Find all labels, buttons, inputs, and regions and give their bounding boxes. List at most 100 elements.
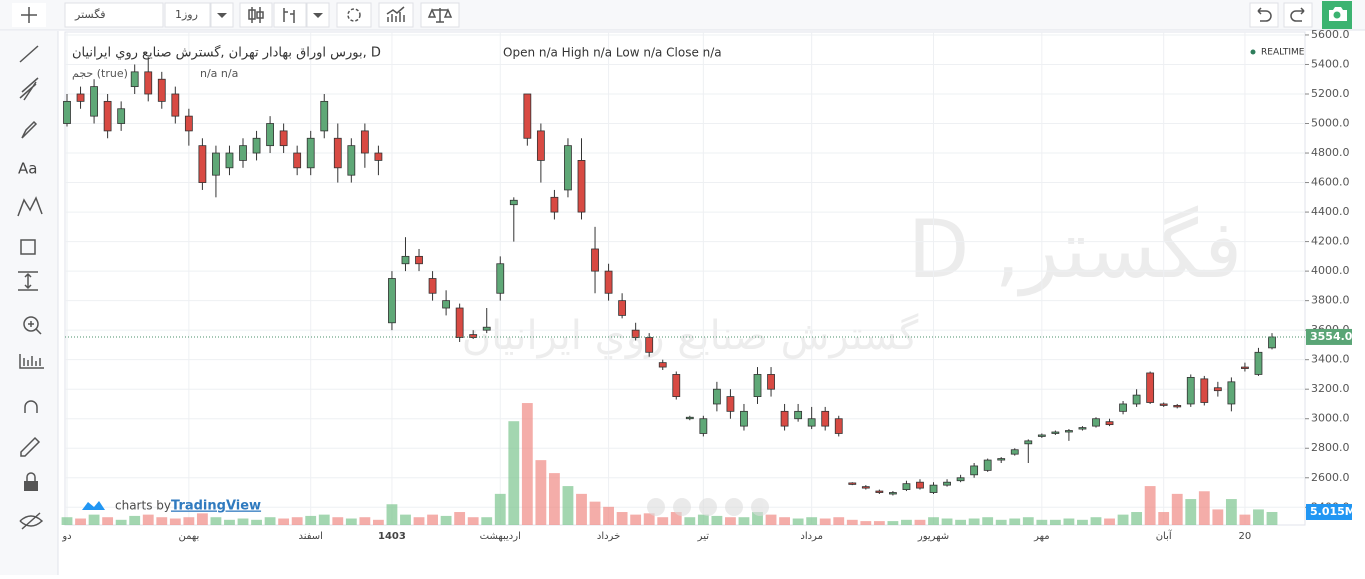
candle-body — [848, 482, 857, 485]
volume-bar — [440, 515, 452, 525]
zoom-in-button[interactable] — [725, 498, 743, 516]
candles-icon — [248, 7, 264, 23]
lock-shackle — [26, 472, 36, 481]
watermark: فگستر, D — [908, 203, 1243, 297]
redo-button[interactable] — [1283, 2, 1313, 28]
candle-body — [455, 307, 464, 338]
ruler-tool[interactable] — [19, 354, 44, 369]
candle-body — [821, 410, 830, 427]
chart-title: بورس اوراق بهادار تهران ,گسترش صنايع روي… — [72, 45, 381, 61]
volume-bar — [1144, 486, 1156, 525]
volume-bar — [494, 493, 506, 525]
zoom-out-button[interactable] — [751, 498, 769, 516]
volume-bar — [1009, 518, 1021, 525]
volume-bar — [630, 514, 642, 525]
text-tool[interactable]: Aa — [18, 160, 37, 178]
candle-body — [469, 334, 478, 338]
x-tick-label: شهریور — [917, 531, 949, 542]
candle-body — [1024, 440, 1033, 445]
volume-bar — [941, 518, 953, 525]
candle-body — [970, 465, 979, 476]
left-toolbar — [0, 31, 58, 575]
brush-tool[interactable] — [21, 120, 38, 139]
volume-bar — [1117, 514, 1129, 525]
drawing-tools: Aa — [17, 45, 44, 530]
compare-button[interactable] — [273, 2, 307, 28]
volume-bar — [102, 517, 114, 525]
candle-body — [388, 278, 396, 324]
volume-bar — [359, 517, 371, 525]
x-tick-label: بهمن — [178, 531, 199, 542]
candle-body — [550, 196, 559, 213]
candle-body — [712, 388, 721, 405]
bars-icon — [283, 8, 295, 23]
volume-bar — [806, 517, 818, 525]
settings-button[interactable] — [336, 2, 372, 28]
y-tick-label: 3000.0 — [1311, 412, 1350, 425]
volume-bar — [332, 517, 344, 525]
candle-body — [1200, 378, 1209, 403]
candle-body — [198, 145, 207, 183]
candle-body — [631, 329, 640, 338]
volume-bar — [75, 518, 86, 525]
shape-tool[interactable] — [20, 239, 36, 255]
reset-button[interactable] — [699, 498, 717, 516]
volume-bar — [995, 519, 1007, 525]
zoom-tool[interactable] — [23, 316, 39, 332]
interval-button[interactable] — [164, 2, 211, 28]
candle-body — [875, 490, 884, 493]
crosshair-icon — [21, 7, 37, 23]
x-tick-label: 1403 — [378, 531, 406, 542]
scale-icon — [427, 8, 453, 23]
gear-icon — [347, 8, 361, 22]
chart-style-button[interactable] — [239, 2, 273, 28]
fib-tool[interactable] — [19, 77, 39, 101]
symbol-input[interactable] — [64, 2, 164, 28]
volume-bar — [210, 517, 222, 525]
candle-body — [929, 484, 938, 493]
undo-button[interactable] — [1249, 2, 1279, 28]
y-tick-label: 4000.0 — [1311, 264, 1350, 277]
watermark-subtitle: گسترش صنايع روي ايرانيان — [462, 313, 920, 359]
candle-body — [1146, 372, 1155, 403]
volume-bar — [1212, 509, 1224, 525]
volume-bar — [1198, 491, 1210, 525]
grid — [65, 32, 1305, 525]
candle-body — [1037, 434, 1046, 437]
scroll-right-button[interactable] — [673, 498, 691, 516]
volume-bar — [318, 514, 330, 525]
stay-drawing-tool[interactable] — [20, 436, 41, 457]
x-tick-label: تیر — [697, 531, 710, 542]
symbol-text: فگستر — [74, 8, 106, 21]
volume-bar — [738, 517, 750, 525]
volume-bar — [454, 512, 466, 525]
volume-bar — [196, 513, 208, 525]
candle-body — [523, 93, 532, 139]
volume-bar — [846, 519, 858, 525]
volume-bar — [1049, 519, 1061, 525]
pattern-tool[interactable] — [17, 196, 43, 217]
volume-bar — [508, 421, 520, 525]
candle-body — [956, 477, 965, 482]
candles — [63, 57, 1276, 496]
indicators-button[interactable] — [378, 2, 414, 28]
interval-text: 1روز — [175, 8, 198, 21]
volume-bar — [1253, 509, 1264, 525]
y-tick-label: 3800.0 — [1311, 294, 1350, 307]
candle-body — [658, 362, 667, 368]
y-tick-label: 5600.0 — [1311, 28, 1350, 41]
candle-body — [1173, 405, 1182, 408]
magnet-tool[interactable] — [24, 400, 38, 413]
volume-bar — [873, 521, 885, 525]
trend-line-tool[interactable] — [19, 45, 39, 63]
volume-bar — [914, 519, 926, 525]
measure-tool[interactable] — [18, 271, 38, 291]
candle-body — [442, 300, 451, 309]
candle-body — [726, 396, 735, 412]
attribution-link[interactable]: TradingView — [171, 499, 261, 514]
scroll-left-button[interactable] — [647, 498, 665, 516]
hide-tool[interactable] — [19, 512, 44, 530]
volume-bar — [183, 517, 195, 525]
volume-bar — [711, 515, 723, 525]
lock-tool[interactable] — [24, 481, 38, 491]
